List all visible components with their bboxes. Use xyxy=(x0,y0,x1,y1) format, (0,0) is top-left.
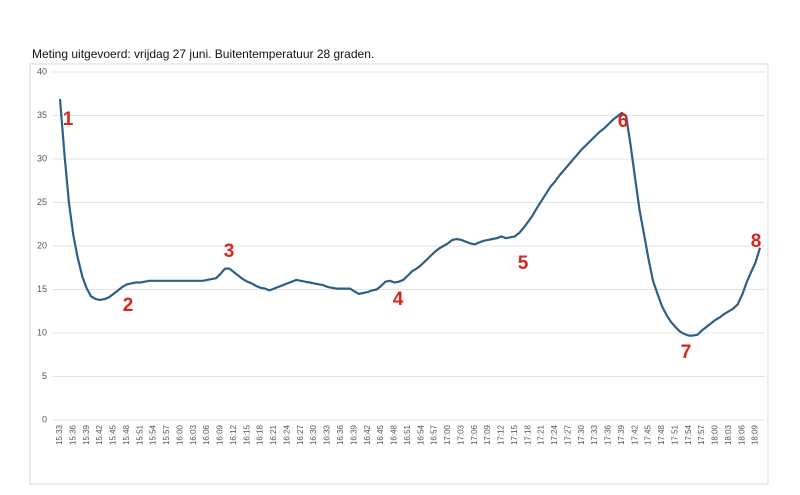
chart-title: Meting uitgevoerd: vrijdag 27 juni. Buit… xyxy=(32,47,374,61)
annotation: 2 xyxy=(123,295,134,316)
y-tick-label: 5 xyxy=(42,371,47,381)
x-tick-label: 17:27 xyxy=(563,424,572,445)
x-tick-label: 16:33 xyxy=(323,424,332,445)
x-tick-label: 15:45 xyxy=(109,424,118,445)
x-tick-label: 16:51 xyxy=(403,424,412,445)
x-tick-label: 17:18 xyxy=(523,424,532,445)
annotation: 7 xyxy=(681,342,692,363)
x-tick-label: 17:15 xyxy=(510,424,519,445)
x-tick-label: 16:21 xyxy=(269,424,278,445)
x-tick-label: 17:09 xyxy=(483,424,492,445)
y-tick-label: 25 xyxy=(37,197,47,207)
x-tick-label: 18:06 xyxy=(737,424,746,445)
annotation: 1 xyxy=(63,109,74,130)
x-tick-label: 17:57 xyxy=(697,424,706,445)
y-tick-label: 0 xyxy=(42,414,47,424)
data-line xyxy=(58,98,762,337)
x-tick-label: 16:12 xyxy=(229,424,238,445)
x-tick-label: 17:24 xyxy=(550,424,559,445)
x-tick-label: 15:57 xyxy=(162,424,171,445)
x-tick-label: 17:54 xyxy=(684,424,693,445)
x-tick-label: 15:39 xyxy=(82,424,91,445)
y-tick-label: 20 xyxy=(37,240,47,250)
x-tick-label: 16:03 xyxy=(189,424,198,445)
x-tick-label: 15:33 xyxy=(55,424,64,445)
x-tick-label: 17:48 xyxy=(657,424,666,445)
annotation: 3 xyxy=(224,241,235,262)
x-tick-label: 16:18 xyxy=(256,424,265,445)
x-tick-label: 15:51 xyxy=(135,424,144,445)
y-tick-label: 35 xyxy=(37,110,47,120)
x-tick-label: 17:51 xyxy=(670,424,679,445)
x-tick-label: 16:54 xyxy=(416,424,425,445)
x-tick-label: 17:03 xyxy=(456,424,465,445)
annotation: 5 xyxy=(518,253,529,274)
x-tick-label: 15:48 xyxy=(122,424,131,445)
x-tick-label: 17:39 xyxy=(617,424,626,445)
annotation: 6 xyxy=(618,111,629,132)
x-tick-label: 16:15 xyxy=(242,424,251,445)
y-tick-label: 30 xyxy=(37,153,47,163)
x-tick-label: 18:09 xyxy=(751,424,760,445)
x-tick-label: 15:42 xyxy=(95,424,104,445)
annotation: 4 xyxy=(393,289,404,310)
x-tick-label: 16:39 xyxy=(349,424,358,445)
x-tick-label: 15:54 xyxy=(149,424,158,445)
x-tick-label: 16:06 xyxy=(202,424,211,445)
x-tick-label: 16:42 xyxy=(363,424,372,445)
x-tick-label: 18:03 xyxy=(724,424,733,445)
chart-border xyxy=(29,63,769,485)
x-tick-label: 16:36 xyxy=(336,424,345,445)
annotation: 8 xyxy=(751,231,762,252)
y-tick-label: 15 xyxy=(37,284,47,294)
x-tick-label: 17:45 xyxy=(644,424,653,445)
x-tick-label: 16:00 xyxy=(175,424,184,445)
x-tick-label: 15:36 xyxy=(68,424,77,445)
x-tick-label: 18:00 xyxy=(711,424,720,445)
x-tick-label: 17:21 xyxy=(537,424,546,445)
y-tick-label: 40 xyxy=(37,66,47,76)
x-tick-label: 17:12 xyxy=(497,424,506,445)
x-tick-label: 16:48 xyxy=(390,424,399,445)
x-tick-label: 17:42 xyxy=(630,424,639,445)
x-tick-label: 17:00 xyxy=(443,424,452,445)
x-tick-label: 17:36 xyxy=(604,424,613,445)
x-tick-label: 16:57 xyxy=(430,424,439,445)
x-tick-label: 16:24 xyxy=(282,424,291,445)
x-tick-label: 17:33 xyxy=(590,424,599,445)
x-tick-label: 16:09 xyxy=(216,424,225,445)
y-tick-label: 10 xyxy=(37,327,47,337)
x-tick-label: 16:30 xyxy=(309,424,318,445)
x-tick-label: 16:27 xyxy=(296,424,305,445)
x-tick-label: 16:45 xyxy=(376,424,385,445)
x-tick-label: 17:30 xyxy=(577,424,586,445)
x-tick-label: 17:06 xyxy=(470,424,479,445)
